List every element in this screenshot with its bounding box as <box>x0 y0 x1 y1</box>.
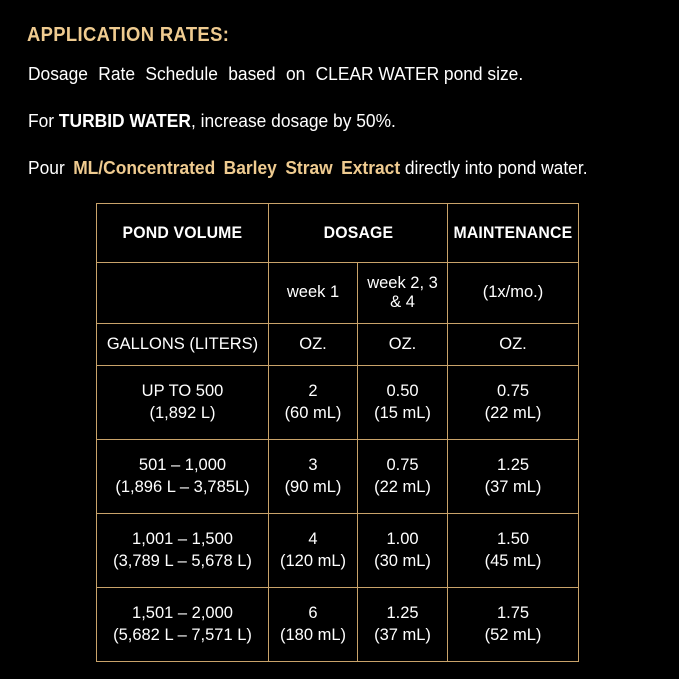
maintenance-oz: 0.75 <box>496 382 530 401</box>
pond-volume-gallons: 1,001 – 1,500 <box>132 530 233 549</box>
header-maintenance: MAINTENANCE <box>447 203 580 263</box>
subheader-maintenance-frequency: (1x/mo.) <box>447 262 580 324</box>
cell-week234-dosage: 1.00 (30 mL) <box>356 513 449 588</box>
table-subheader-row: week 1 week 2, 3 & 4 (1x/mo.) <box>96 262 580 324</box>
pond-volume-liters: (1,896 L – 3,785L) <box>115 477 250 496</box>
intro-word-pour: Pour <box>28 157 65 178</box>
intro-line2-prefix: For <box>28 110 59 131</box>
maintenance-ml: (22 mL) <box>484 403 542 422</box>
week1-ml: (180 mL) <box>279 625 347 644</box>
week1-oz: 4 <box>308 530 318 549</box>
maintenance-ml: (45 mL) <box>484 551 542 570</box>
pond-volume-gallons: UP TO 500 <box>141 382 224 401</box>
intro-line2-suffix: , increase dosage by 50%. <box>190 110 396 131</box>
pond-volume-liters: (5,682 L – 7,571 L) <box>113 625 252 644</box>
week1-ml: (120 mL) <box>279 551 347 570</box>
intro-word-rate: Rate <box>98 63 136 84</box>
cell-week234-dosage: 0.50 (15 mL) <box>356 365 449 440</box>
intro-line-clear-water: Dosage Rate Schedule based on CLEAR WATER pond … <box>28 63 523 85</box>
intro-line-pour-product: Pour ML/Concentrated Barley Straw Extract dir… <box>28 157 588 179</box>
intro-word-dosage: Dosage <box>28 63 88 84</box>
maintenance-oz: 1.25 <box>496 456 530 475</box>
subheader-week-2-3-4-line1: week 2, 3 <box>367 273 438 292</box>
product-name-ml-concentrated: ML/Concentrated <box>73 157 216 178</box>
cell-pond-volume: 501 – 1,000 (1,896 L – 3,785L) <box>96 439 269 514</box>
units-week234-oz: OZ. <box>356 323 449 366</box>
cell-week234-dosage: 0.75 (22 mL) <box>356 439 449 514</box>
intro-word-schedule: Schedule <box>145 63 218 84</box>
table-header-row: POND VOLUME DOSAGE MAINTENANCE <box>96 203 580 263</box>
maintenance-oz: 1.75 <box>496 604 530 623</box>
header-dosage-label: DOSAGE <box>323 223 393 242</box>
pond-volume-liters: (3,789 L – 5,678 L) <box>113 551 252 570</box>
cell-maintenance-dosage: 0.75 (22 mL) <box>447 365 580 440</box>
dosage-rate-table: POND VOLUME DOSAGE MAINTENANCE week 1 we… <box>96 203 580 662</box>
week1-oz: 3 <box>308 456 318 475</box>
pond-volume-liters: (1,892 L) <box>149 403 216 422</box>
week1-oz: 2 <box>308 382 318 401</box>
table-row: 1,001 – 1,500 (3,789 L – 5,678 L) 4 (120… <box>96 513 580 588</box>
week1-ml: (60 mL) <box>284 403 342 422</box>
table-row: 501 – 1,000 (1,896 L – 3,785L) 3 (90 mL)… <box>96 439 580 514</box>
pond-volume-gallons: 1,501 – 2,000 <box>132 604 233 623</box>
cell-week1-dosage: 6 (180 mL) <box>268 587 358 662</box>
intro-line-turbid-water: For TURBID WATER, increase dosage by 50%… <box>28 110 396 132</box>
week234-oz: 0.50 <box>386 382 419 401</box>
subheader-week-2-3-4: week 2, 3 & 4 <box>356 262 449 324</box>
cell-week1-dosage: 4 (120 mL) <box>268 513 358 588</box>
maintenance-oz: 1.50 <box>496 530 530 549</box>
subheader-volume-blank <box>96 262 269 324</box>
table-row: UP TO 500 (1,892 L) 2 (60 mL) 0.50 (15 m… <box>96 365 580 440</box>
header-pond-volume-label: POND VOLUME <box>122 223 243 242</box>
cell-maintenance-dosage: 1.75 (52 mL) <box>447 587 580 662</box>
intro-word-water: WATER <box>378 63 440 84</box>
maintenance-ml: (52 mL) <box>484 625 542 644</box>
intro-word-clear: CLEAR <box>315 63 374 84</box>
intro-line1-tail: pond size. <box>443 63 524 84</box>
product-name-straw: Straw <box>285 157 333 178</box>
pond-volume-gallons: 501 – 1,000 <box>138 456 227 475</box>
intro-turbid-water-emphasis: TURBID WATER <box>58 110 191 131</box>
subheader-week-2-3-4-line2: & 4 <box>390 293 415 311</box>
week234-ml: (15 mL) <box>374 403 431 422</box>
intro-word-based: based <box>228 63 276 84</box>
week234-oz: 0.75 <box>386 456 419 475</box>
units-maintenance-oz: OZ. <box>447 323 580 366</box>
week234-oz: 1.00 <box>386 530 419 549</box>
cell-pond-volume: UP TO 500 (1,892 L) <box>96 365 269 440</box>
week234-ml: (37 mL) <box>374 625 431 644</box>
table-row: 1,501 – 2,000 (5,682 L – 7,571 L) 6 (180… <box>96 587 580 662</box>
cell-maintenance-dosage: 1.50 (45 mL) <box>447 513 580 588</box>
header-dosage: DOSAGE <box>267 203 449 263</box>
week1-ml: (90 mL) <box>284 477 342 496</box>
units-week1-oz: OZ. <box>268 323 358 366</box>
table-units-row: GALLONS (LITERS) OZ. OZ. OZ. <box>96 323 580 366</box>
page-title: APPLICATION RATES: <box>27 24 230 46</box>
subheader-week-1: week 1 <box>268 262 358 324</box>
cell-pond-volume: 1,501 – 2,000 (5,682 L – 7,571 L) <box>96 587 269 662</box>
product-name-barley: Barley <box>223 157 277 178</box>
cell-week234-dosage: 1.25 (37 mL) <box>356 587 449 662</box>
intro-word-on: on <box>285 63 306 84</box>
intro-line3-suffix: directly into pond water. <box>404 157 588 178</box>
week234-ml: (22 mL) <box>374 477 431 496</box>
header-pond-volume: POND VOLUME <box>96 203 269 263</box>
product-name-extract: Extract <box>341 157 401 178</box>
header-maintenance-label: MAINTENANCE <box>453 223 573 242</box>
maintenance-ml: (37 mL) <box>484 477 542 496</box>
cell-maintenance-dosage: 1.25 (37 mL) <box>447 439 580 514</box>
week1-oz: 6 <box>308 604 318 623</box>
cell-week1-dosage: 3 (90 mL) <box>268 439 358 514</box>
week234-oz: 1.25 <box>386 604 419 623</box>
cell-week1-dosage: 2 (60 mL) <box>268 365 358 440</box>
cell-pond-volume: 1,001 – 1,500 (3,789 L – 5,678 L) <box>96 513 269 588</box>
week234-ml: (30 mL) <box>374 551 431 570</box>
units-gallons-liters: GALLONS (LITERS) <box>96 323 269 366</box>
